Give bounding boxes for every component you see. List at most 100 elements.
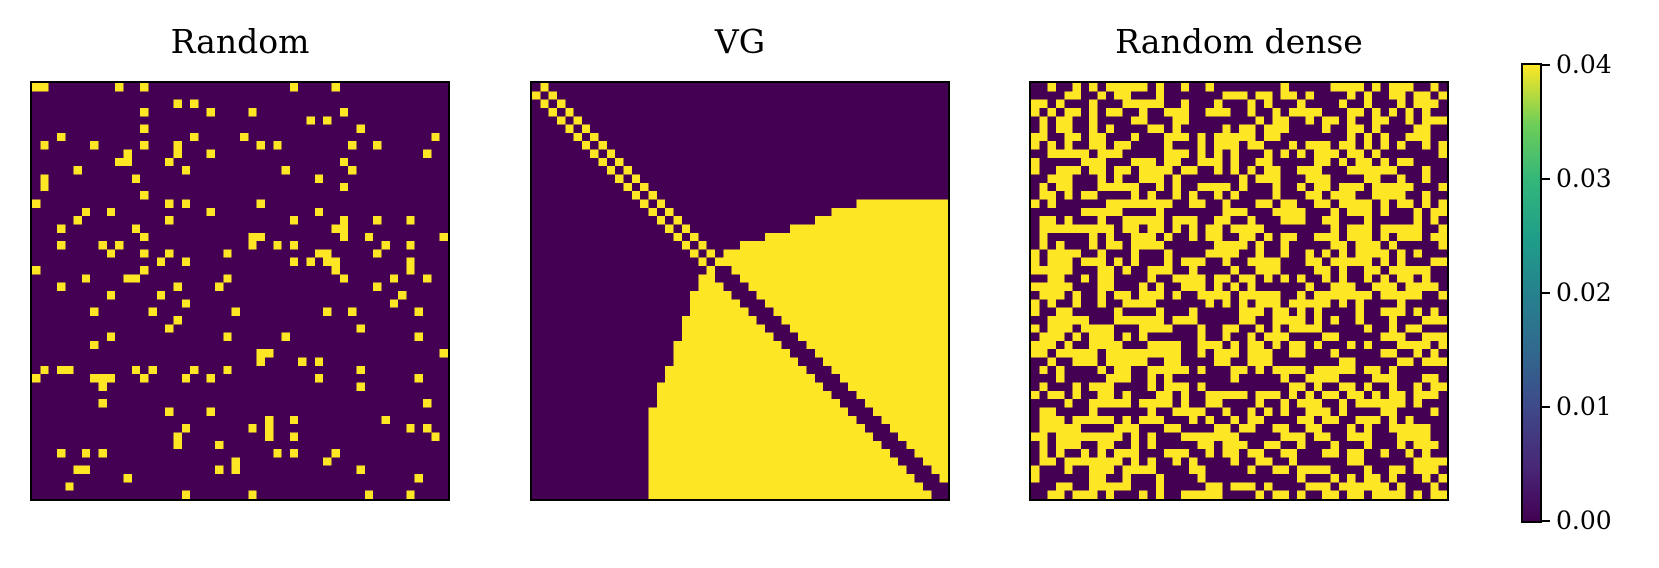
vg-cell — [823, 307, 832, 316]
random-dense-cell — [1214, 482, 1223, 491]
random-cell — [264, 349, 274, 358]
vg-cell — [623, 166, 632, 175]
random-dense-cell — [1205, 291, 1215, 300]
random-dense-cell — [1363, 132, 1373, 142]
random-dense-cell — [1147, 274, 1156, 283]
random-dense-cell — [1397, 83, 1406, 92]
vg-cell — [764, 299, 774, 308]
vg-cell — [723, 490, 732, 499]
random-dense-cell — [1272, 315, 1281, 325]
random-dense-cell — [1039, 340, 1048, 350]
vg-cell — [839, 241, 849, 250]
vg-cell — [665, 365, 674, 375]
random-dense-cell — [1105, 432, 1115, 441]
random-dense-cell — [1039, 432, 1048, 441]
random-dense-cell — [1064, 182, 1073, 192]
random-dense-cell — [1039, 132, 1048, 142]
vg-cell — [923, 415, 932, 425]
random-dense-cell — [1139, 241, 1148, 250]
vg-cell — [706, 457, 716, 466]
random-dense-cell — [1355, 415, 1364, 425]
vg-cell — [856, 199, 865, 208]
vg-cell — [806, 474, 815, 483]
random-dense-cell — [1130, 99, 1140, 108]
random-dense-cell — [1305, 390, 1314, 400]
random-dense-cell — [1380, 157, 1389, 167]
vg-cell — [931, 216, 940, 225]
vg-cell — [931, 340, 940, 350]
vg-cell — [789, 299, 799, 308]
random-dense-cell — [1280, 207, 1289, 217]
random-dense-cell — [1388, 349, 1398, 358]
vg-cell — [789, 274, 799, 283]
random-dense-cell — [1147, 315, 1156, 325]
vg-cell — [881, 465, 890, 475]
random-dense-cell — [1247, 124, 1256, 133]
random-dense-cell — [1147, 241, 1156, 250]
vg-cell — [806, 332, 815, 341]
vg-cell — [814, 349, 824, 358]
vg-cell — [873, 490, 882, 499]
random-dense-cell — [1255, 490, 1264, 499]
random-dense-cell — [1080, 315, 1090, 325]
vg-cell — [873, 357, 882, 366]
vg-cell — [856, 432, 865, 441]
random-dense-cell — [1164, 132, 1173, 142]
random-dense-cell — [1397, 465, 1406, 475]
random-dense-cell — [1313, 166, 1323, 175]
random-dense-cell — [1122, 224, 1131, 233]
random-dense-cell — [1214, 340, 1223, 350]
vg-cell — [823, 241, 832, 250]
random-dense-cell — [1205, 482, 1215, 491]
random-dense-cell — [1105, 457, 1115, 466]
vg-cell — [798, 474, 807, 483]
random-dense-cell — [1297, 365, 1306, 375]
random-dense-cell — [1280, 407, 1289, 416]
vg-cell — [823, 266, 832, 275]
vg-cell — [814, 307, 824, 316]
random-dense-cell — [1089, 132, 1098, 142]
random-dense-cell — [1230, 282, 1239, 291]
vg-cell — [681, 432, 691, 441]
random-dense-cell — [1255, 116, 1264, 125]
vg-cell — [864, 266, 874, 275]
random-cell — [314, 374, 324, 383]
random-cell — [148, 307, 157, 316]
random-dense-cell — [1347, 449, 1356, 458]
random-dense-cell — [1055, 415, 1065, 425]
vg-cell — [806, 457, 815, 466]
random-dense-cell — [1080, 207, 1090, 217]
vg-cell — [748, 282, 757, 291]
random-dense-cell — [1380, 449, 1389, 458]
vg-cell — [881, 340, 890, 350]
vg-cell — [923, 199, 932, 208]
vg-cell — [814, 449, 824, 458]
random-dense-cell — [1272, 424, 1281, 433]
vg-cell — [698, 390, 707, 400]
random-dense-cell — [1139, 490, 1148, 499]
random-cell — [281, 166, 290, 175]
random-dense-cell — [1147, 166, 1156, 175]
random-dense-cell — [1380, 224, 1389, 233]
random-dense-cell — [1155, 307, 1165, 316]
random-dense-cell — [1355, 149, 1364, 158]
vg-cell — [848, 415, 857, 425]
random-dense-cell — [1189, 407, 1198, 416]
random-dense-cell — [1247, 274, 1256, 283]
vg-cell — [898, 307, 907, 316]
vg-cell — [881, 382, 890, 391]
vg-cell — [898, 474, 907, 483]
random-dense-cell — [1105, 357, 1115, 366]
vg-cell — [690, 324, 699, 333]
random-dense-cell — [1413, 399, 1423, 408]
vg-cell — [881, 374, 890, 383]
random-dense-cell — [1372, 365, 1381, 375]
random-dense-cell — [1047, 282, 1056, 291]
vg-cell — [756, 474, 765, 483]
vg-cell — [690, 374, 699, 383]
random-cell — [140, 141, 149, 150]
random-dense-cell — [1380, 332, 1389, 341]
vg-cell — [648, 440, 657, 450]
colorbar-tick — [1542, 520, 1550, 522]
vg-cell — [731, 440, 740, 450]
